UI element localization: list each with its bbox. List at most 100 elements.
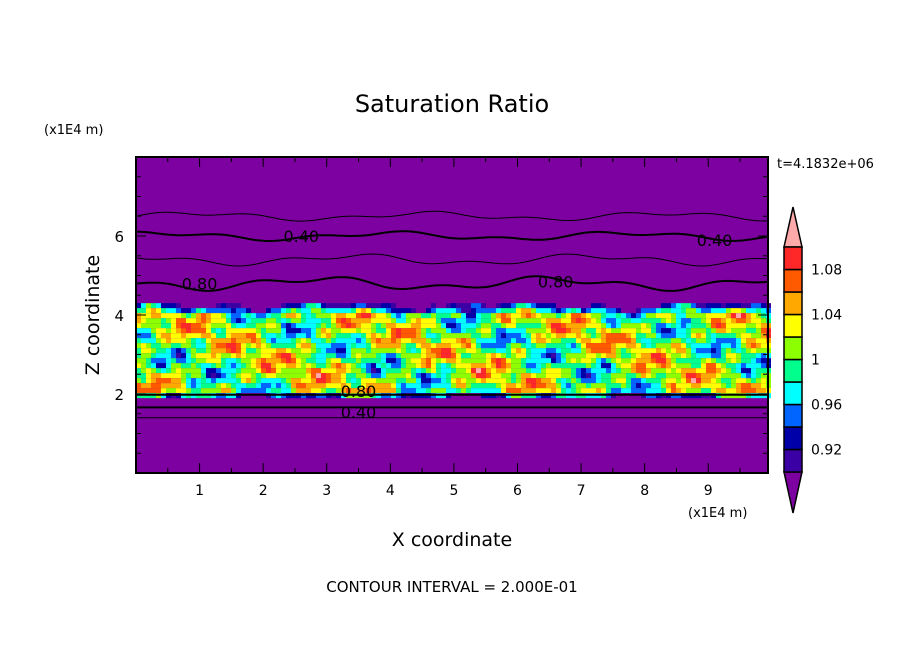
- heatmap-cell: [161, 368, 166, 374]
- heatmap-cell: [151, 333, 156, 339]
- heatmap-cell: [316, 343, 321, 349]
- heatmap-cell: [181, 323, 186, 329]
- heatmap-cell: [716, 353, 721, 359]
- heatmap-cell: [691, 328, 696, 334]
- heatmap-cell: [606, 333, 611, 339]
- heatmap-cell: [231, 313, 236, 319]
- heatmap-cell: [241, 303, 246, 309]
- heatmap-cell: [186, 333, 191, 339]
- heatmap-cell: [491, 378, 496, 384]
- heatmap-cell: [176, 308, 181, 314]
- heatmap-cell: [531, 368, 536, 374]
- heatmap-cell: [456, 318, 461, 324]
- heatmap-cell: [591, 378, 596, 384]
- heatmap-cell: [421, 363, 426, 369]
- heatmap-cell: [706, 338, 711, 344]
- heatmap-cell: [261, 363, 266, 369]
- heatmap-cell: [271, 388, 276, 394]
- heatmap-cell: [421, 348, 426, 354]
- heatmap-cell: [711, 343, 716, 349]
- heatmap-cell: [236, 378, 241, 384]
- heatmap-cell: [561, 313, 566, 319]
- heatmap-cell: [296, 323, 301, 329]
- heatmap-cell: [391, 373, 396, 379]
- heatmap-cell: [166, 303, 171, 309]
- heatmap-cell: [426, 388, 431, 394]
- heatmap-cell: [596, 313, 601, 319]
- heatmap-cell: [516, 348, 521, 354]
- heatmap-cell: [366, 348, 371, 354]
- heatmap-cell: [266, 343, 271, 349]
- colorbar-over-arrow: [783, 206, 803, 248]
- heatmap-cell: [256, 378, 261, 384]
- heatmap-cell: [166, 353, 171, 359]
- heatmap-cell: [291, 353, 296, 359]
- heatmap-cell: [231, 373, 236, 379]
- heatmap-cell: [271, 358, 276, 364]
- heatmap-cell: [226, 328, 231, 334]
- heatmap-cell: [431, 363, 436, 369]
- heatmap-cell: [641, 383, 646, 389]
- heatmap-cell: [531, 358, 536, 364]
- heatmap-cell: [576, 318, 581, 324]
- heatmap-cell: [356, 328, 361, 334]
- heatmap-cell: [371, 363, 376, 369]
- heatmap-cell: [546, 328, 551, 334]
- heatmap-cell: [311, 328, 316, 334]
- heatmap-cell: [211, 363, 216, 369]
- heatmap-cell: [581, 378, 586, 384]
- heatmap-cell: [171, 313, 176, 319]
- colorbar-swatch: [783, 448, 803, 473]
- heatmap-cell: [701, 313, 706, 319]
- heatmap-cell: [676, 383, 681, 389]
- heatmap-cell: [496, 308, 501, 314]
- heatmap-cell: [191, 358, 196, 364]
- heatmap-cell: [636, 318, 641, 324]
- heatmap-cell: [176, 378, 181, 384]
- heatmap-cell: [221, 308, 226, 314]
- heatmap-cell: [551, 373, 556, 379]
- heatmap-cell: [521, 333, 526, 339]
- heatmap-cell: [441, 318, 446, 324]
- heatmap-cell: [641, 308, 646, 314]
- heatmap-cell: [136, 348, 141, 354]
- heatmap-cell: [266, 358, 271, 364]
- heatmap-cell: [551, 323, 556, 329]
- heatmap-cell: [626, 348, 631, 354]
- heatmap-cell: [726, 353, 731, 359]
- heatmap-cell: [251, 328, 256, 334]
- heatmap-cell: [406, 313, 411, 319]
- heatmap-cell: [276, 318, 281, 324]
- heatmap-cell: [346, 338, 351, 344]
- heatmap-cell: [551, 388, 556, 394]
- heatmap-cell: [761, 333, 766, 339]
- heatmap-cell: [281, 378, 286, 384]
- heatmap-cell: [331, 303, 336, 309]
- heatmap-cell: [261, 378, 266, 384]
- heatmap-cell: [601, 313, 606, 319]
- heatmap-cell: [171, 383, 176, 389]
- heatmap-cell: [646, 348, 651, 354]
- heatmap-cell: [476, 368, 481, 374]
- heatmap-cell: [351, 358, 356, 364]
- heatmap-cell: [706, 333, 711, 339]
- heatmap-cell: [291, 313, 296, 319]
- heatmap-cell: [236, 368, 241, 374]
- heatmap-cell: [386, 358, 391, 364]
- heatmap-cell: [486, 308, 491, 314]
- heatmap-cell: [761, 353, 766, 359]
- heatmap-cell: [496, 363, 501, 369]
- heatmap-cell: [646, 343, 651, 349]
- heatmap-cell: [731, 343, 736, 349]
- heatmap-cell: [661, 308, 666, 314]
- heatmap-cell: [266, 383, 271, 389]
- heatmap-cell: [721, 333, 726, 339]
- heatmap-cell: [736, 323, 741, 329]
- heatmap-cell: [361, 368, 366, 374]
- heatmap-cell: [426, 303, 431, 309]
- heatmap-cell: [401, 303, 406, 309]
- heatmap-cell: [571, 368, 576, 374]
- heatmap-cell: [616, 313, 621, 319]
- heatmap-cell: [411, 343, 416, 349]
